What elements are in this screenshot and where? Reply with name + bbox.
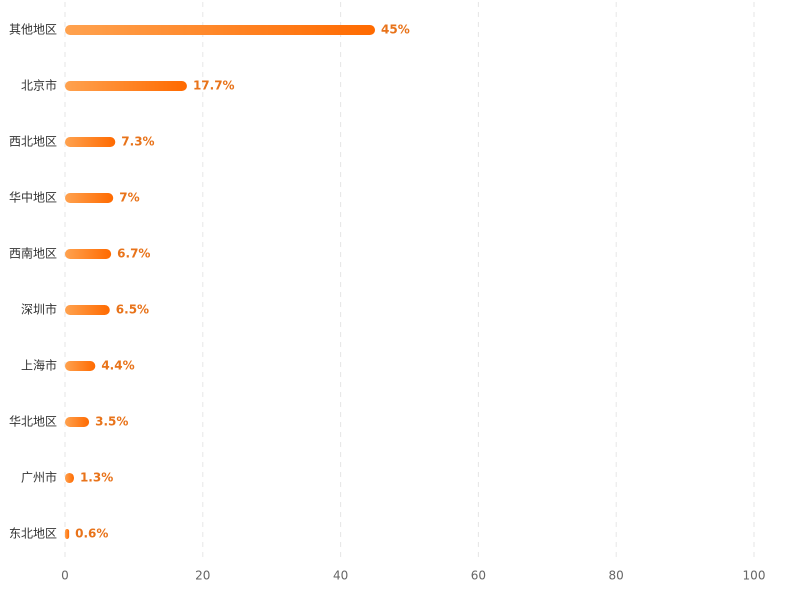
x-tick-label: 80	[609, 569, 624, 583]
category-label: 深圳市	[21, 302, 57, 317]
x-tick-label: 40	[333, 569, 348, 583]
value-label: 6.7%	[117, 247, 150, 261]
category-label: 广州市	[21, 470, 57, 485]
value-label: 17.7%	[193, 79, 235, 93]
category-label: 华中地区	[9, 190, 57, 205]
value-label: 4.4%	[101, 359, 134, 373]
bar	[65, 81, 187, 91]
category-label: 上海市	[21, 358, 57, 373]
value-label: 45%	[381, 23, 410, 37]
category-label: 东北地区	[9, 527, 57, 541]
value-label: 3.5%	[95, 415, 128, 429]
bar	[65, 417, 90, 427]
bar	[65, 529, 70, 539]
x-tick-label: 100	[743, 569, 766, 583]
x-tick-label: 20	[195, 569, 210, 583]
value-label: 0.6%	[75, 527, 108, 541]
category-label: 西北地区	[9, 135, 57, 149]
value-label: 7%	[119, 191, 139, 205]
value-label: 6.5%	[116, 303, 149, 317]
bar	[65, 473, 74, 483]
bar	[65, 25, 376, 35]
bar	[65, 249, 112, 259]
x-tick-label: 60	[471, 569, 486, 583]
bar	[65, 305, 110, 315]
x-tick-label: 0	[61, 569, 69, 583]
bar	[65, 137, 116, 147]
bar	[65, 361, 96, 371]
value-label: 1.3%	[80, 471, 113, 485]
category-label: 北京市	[21, 78, 57, 93]
category-label: 其他地区	[9, 23, 57, 37]
category-label: 华北地区	[9, 415, 57, 429]
bar	[65, 193, 114, 203]
category-label: 西南地区	[9, 246, 57, 261]
value-label: 7.3%	[121, 135, 154, 149]
